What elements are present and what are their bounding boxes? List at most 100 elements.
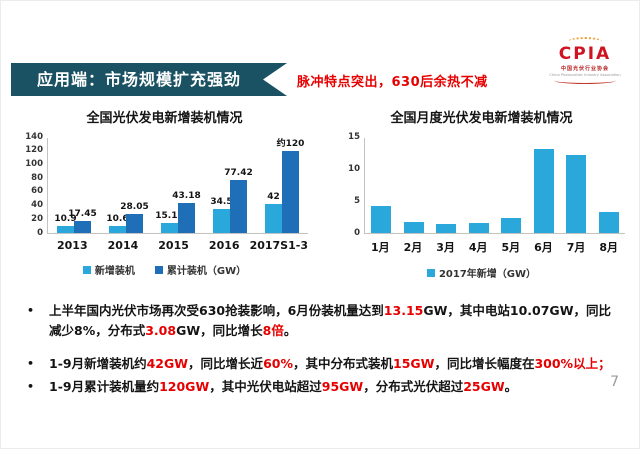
- bar: 17.45: [68, 210, 97, 233]
- bar-value-label: 28.05: [120, 201, 149, 212]
- y-tick-label: 80: [31, 172, 43, 183]
- x-tick-label: 2013: [57, 239, 88, 252]
- highlighted-text: 25GW: [463, 379, 505, 394]
- bar-group: [398, 138, 431, 233]
- plot: 0 5 10 15: [348, 132, 625, 237]
- bar-group: [463, 138, 496, 233]
- chart-plot-area: 0 20 40 60 80 100 120 140 10.9 17.45 10.6 28.05 15.1…: [25, 132, 308, 252]
- logo-swoosh-icon: [554, 77, 616, 84]
- x-tick-label: 5月: [501, 241, 521, 254]
- bar: [403, 222, 424, 233]
- logo-caption: 中国光伏行业协会: [560, 66, 609, 72]
- x-tick-label: 7月: [566, 241, 586, 254]
- highlighted-text: 95GW: [321, 379, 364, 394]
- y-tick-label: 10: [348, 163, 360, 174]
- bar: 77.42: [224, 168, 253, 233]
- bar: [598, 211, 619, 233]
- y-tick-label: 60: [31, 186, 43, 197]
- logo-arc-icon: [568, 37, 602, 46]
- bar-value-label: 约120: [276, 138, 305, 149]
- bar-group: 34.5 77.42: [204, 138, 256, 233]
- bullet-text: GW，同比增长: [176, 323, 263, 338]
- bullet-text: GW，其中电站10.07GW，同比减少8%，分布式: [49, 303, 611, 338]
- bullet-text: ，分布式光伏超过: [363, 379, 464, 394]
- x-tick-label: 8月: [599, 241, 619, 254]
- bar-group: 10.6 28.05: [100, 138, 152, 233]
- bullet-item: 1-9月累计装机量约120GW，其中光伏电站超过95GW，分布式光伏超过25GW…: [25, 377, 621, 397]
- bar: 34.5: [210, 198, 233, 233]
- highlighted-text: 13.15: [383, 303, 424, 318]
- x-tick-label: 2015: [158, 239, 189, 252]
- bar-value-label: 42: [267, 192, 280, 203]
- bullet-list: 上半年国内光伏市场再次受630抢装影响，6月份装机量达到13.15GW，其中电站…: [25, 301, 621, 400]
- legend-swatch-icon: [426, 268, 435, 277]
- bar-group: 15.13 43.18: [152, 138, 204, 233]
- bar: 10.6: [106, 214, 129, 233]
- bar-group: 10.9 17.45: [48, 138, 100, 233]
- highlighted-text: 42GW: [146, 356, 189, 371]
- bar-group: [528, 138, 561, 233]
- bar: [468, 222, 489, 233]
- logo-wordmark: CPIA: [558, 44, 612, 64]
- bullet-item: 1-9月新增装机约42GW，同比增长近60%，其中分布式装机15GW，同比增长幅…: [25, 354, 621, 374]
- legend-item: 2017年新增（GW）: [426, 265, 537, 280]
- x-axis-labels: 1月 2月 3月 4月 5月 6月 7月 8月: [364, 239, 625, 255]
- x-tick-label: 2014: [107, 239, 139, 252]
- bar-value-label: 10.9: [54, 213, 77, 224]
- bar-value-label: 15.13: [155, 210, 184, 221]
- legend-item: 新增装机: [82, 262, 135, 277]
- highlighted-text: 3.08: [145, 323, 177, 338]
- bar: [501, 218, 522, 233]
- bullet-text: 1-9月新增装机约: [49, 356, 147, 371]
- bar-value-label: 10.6: [106, 213, 129, 224]
- bullet-text: ，其中光伏电站超过: [209, 379, 322, 394]
- plot: 0 20 40 60 80 100 120 140 10.9 17.45 10.6 28.05 15.1…: [25, 132, 308, 237]
- highlighted-text: 8倍: [262, 323, 284, 338]
- y-tick-label: 140: [25, 131, 43, 142]
- bullet-text: 上半年国内光伏市场再次受630抢装影响，6月份装机量达到: [49, 303, 384, 318]
- x-tick-label: 4月: [468, 241, 488, 254]
- bar: [436, 224, 457, 233]
- bullet-text: 。: [283, 323, 297, 338]
- highlighted-text: 300%以上；: [534, 356, 611, 371]
- bar: 10.9: [54, 214, 77, 233]
- bar: [371, 206, 392, 233]
- x-tick-label: 2017S1-3: [249, 239, 308, 252]
- y-tick-label: 100: [25, 158, 43, 169]
- bar: [533, 148, 554, 233]
- bullet-text: ，同比增长幅度在: [434, 356, 535, 371]
- legend-item: 累计装机（GW）: [154, 262, 246, 277]
- highlighted-text: 120GW: [159, 379, 210, 394]
- section-banner-title: 应用端：市场规模扩充强劲: [37, 70, 242, 89]
- bar-value-label: 34.5: [210, 197, 233, 208]
- bar-value-label: 17.45: [68, 209, 97, 220]
- cpia-logo: CPIA 中国光伏行业协会 China Photovoltaic Industr…: [543, 37, 627, 84]
- bar: 42: [265, 193, 282, 233]
- bar: 约120: [277, 139, 304, 233]
- bar-group: 42 约120: [256, 138, 308, 233]
- chart-title: 全国光伏发电新增装机情况: [86, 111, 243, 126]
- chart-legend: 2017年新增（GW）: [338, 265, 625, 280]
- bullet-item: 上半年国内光伏市场再次受630抢装影响，6月份装机量达到13.15GW，其中电站…: [25, 301, 621, 341]
- bar-group: [560, 138, 593, 233]
- bar: 15.13: [155, 211, 184, 233]
- y-tick-label: 120: [25, 145, 43, 156]
- highlighted-text: 60%: [263, 356, 293, 371]
- bar-value-label: 43.18: [172, 191, 201, 202]
- y-tick-label: 5: [354, 195, 360, 206]
- bar: 43.18: [172, 192, 201, 233]
- section-banner: 应用端：市场规模扩充强劲: [11, 63, 287, 96]
- bar-value-label: 77.42: [224, 167, 253, 178]
- logo-subcaption: China Photovoltaic Industry Association: [549, 72, 621, 77]
- y-tick-label: 15: [348, 131, 360, 142]
- y-tick-label: 40: [31, 200, 43, 211]
- legend-label: 新增装机: [94, 266, 135, 277]
- highlighted-text: 15GW: [393, 356, 435, 371]
- x-tick-label: 2016: [208, 239, 240, 252]
- charts-row: 全国光伏发电新增装机情况 0 20 40 60 80 100 120 140 10.9 17.45…: [21, 107, 625, 280]
- y-tick-label: 0: [37, 227, 43, 238]
- bullet-text: 1-9月累计装机量约: [49, 379, 160, 394]
- legend-label: 2017年新增（GW）: [438, 269, 537, 280]
- bullet-text: ，同比增长近: [188, 356, 264, 371]
